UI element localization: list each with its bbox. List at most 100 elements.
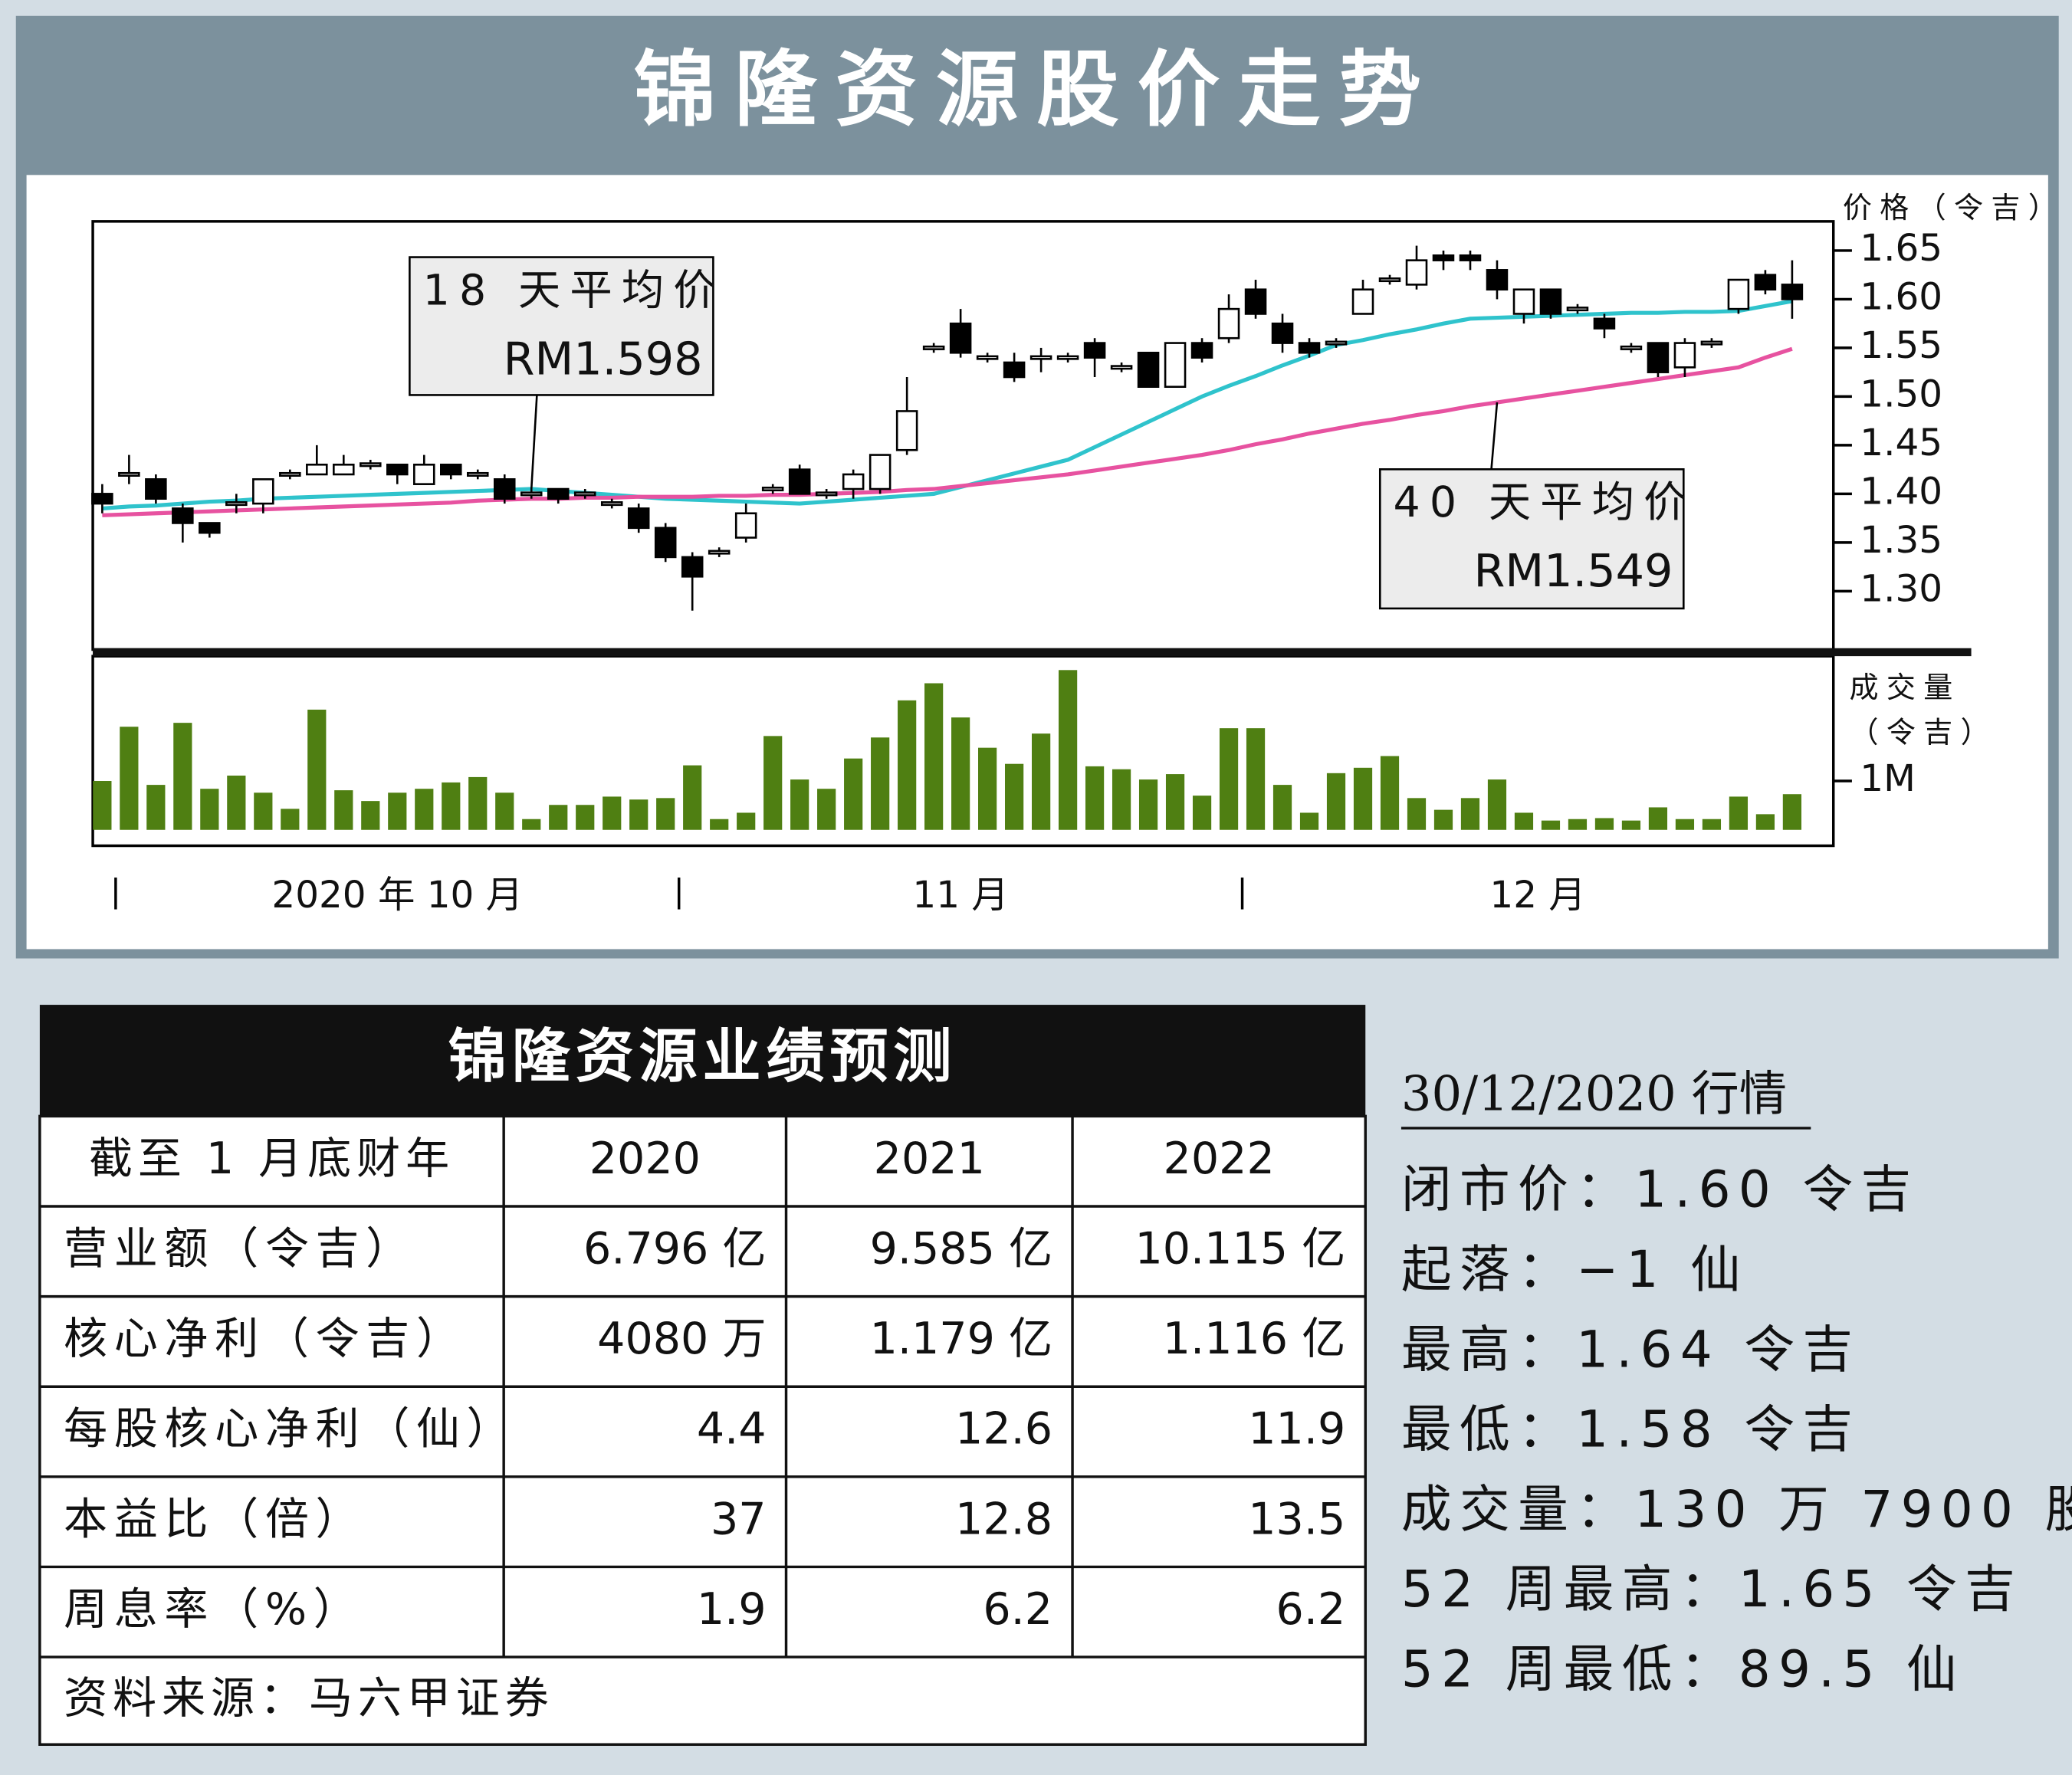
candle-body <box>520 491 543 497</box>
candle-body <box>440 463 462 476</box>
volume-bar <box>442 782 461 830</box>
candle-body <box>333 463 355 476</box>
candle-body <box>600 501 623 507</box>
candle-body <box>145 478 167 500</box>
volume-bar <box>1112 769 1131 830</box>
volume-bar <box>120 727 139 830</box>
y-axis-title: 成交量 <box>1849 671 1960 704</box>
y-tick-label: 1.35 <box>1860 519 1942 562</box>
volume-bar <box>924 683 944 830</box>
candle-body <box>1137 351 1160 389</box>
annotation-leader <box>530 395 538 490</box>
volume-bar <box>334 790 353 830</box>
volume-bar <box>1621 820 1641 830</box>
volume-bar <box>1272 785 1292 830</box>
volume-bar <box>549 805 568 830</box>
volume-bar <box>415 789 434 830</box>
market-item: 最高：1.64 令吉 <box>1401 1321 1861 1379</box>
annotation-name: 18 天平均价 <box>423 266 725 315</box>
market-item: 52 周最高：1.65 令吉 <box>1401 1560 2023 1619</box>
volume-bar <box>1353 767 1373 830</box>
candle-body <box>1700 340 1723 346</box>
candle-body <box>1432 254 1455 261</box>
volume-bar <box>146 785 166 830</box>
volume-bar <box>683 765 702 830</box>
volume-bar <box>307 709 327 830</box>
candle-body <box>573 491 596 497</box>
table-cell: 10.115 亿 <box>1135 1223 1345 1274</box>
candle-body <box>252 478 274 505</box>
table-cell: 1.179 亿 <box>870 1314 1053 1364</box>
y-tick-label: 1.50 <box>1860 372 1942 415</box>
table-cell: 12.6 <box>955 1404 1052 1455</box>
volume-bar <box>1005 763 1024 830</box>
volume-bar <box>1407 798 1427 830</box>
candle-body <box>1217 307 1240 340</box>
candle-body <box>1754 274 1777 291</box>
x-tick-label: 12 月 <box>1489 874 1585 917</box>
y-tick-label: 1.65 <box>1860 227 1942 270</box>
candle-body <box>1486 269 1509 291</box>
candle-body <box>1781 284 1804 300</box>
market-item: 闭市价：1.60 令吉 <box>1401 1161 1919 1219</box>
volume-bar <box>1702 819 1722 830</box>
candle-body <box>788 468 811 495</box>
table-header-cell: 2020 <box>589 1134 701 1184</box>
volume-bar <box>495 792 514 830</box>
candle-body <box>627 507 650 530</box>
annotation-value: RM1.598 <box>504 332 703 385</box>
candle-body <box>1378 277 1401 283</box>
x-tick-label: 11 月 <box>912 874 1008 917</box>
table-body <box>38 1114 1367 1746</box>
table-cell: 13.5 <box>1248 1494 1345 1544</box>
candle-body <box>1056 355 1079 360</box>
volume-bar <box>1165 774 1185 830</box>
table-cell: 6.2 <box>983 1584 1052 1635</box>
table-source: 资料来源：马六甲证券 <box>64 1673 554 1724</box>
volume-bar <box>281 809 300 830</box>
market-item: 52 周最低：89.5 仙 <box>1401 1641 1965 1699</box>
table-cell: 4.4 <box>697 1404 767 1455</box>
candle-body <box>1405 259 1428 286</box>
candle-body <box>493 478 516 500</box>
annotation-leader <box>1490 402 1499 470</box>
market-heading: 30/12/2020 行情 <box>1401 1065 1787 1121</box>
y-tick-label: 1.30 <box>1860 567 1942 610</box>
volume-bar <box>710 819 729 830</box>
volume-bar <box>1729 796 1749 830</box>
volume-bar <box>93 781 112 830</box>
volume-bar <box>603 796 622 830</box>
candle-body <box>869 454 892 491</box>
volume-bar <box>200 789 219 830</box>
market-item: 成交量：130 万 7900 股 <box>1401 1481 2072 1539</box>
candle-body <box>1459 254 1482 261</box>
table-cell: 9.585 亿 <box>870 1223 1053 1274</box>
volume-bar <box>1380 756 1400 830</box>
market-item: 最低：1.58 令吉 <box>1401 1401 1861 1459</box>
moving-average-line <box>102 346 1793 517</box>
candle-body <box>1673 342 1696 369</box>
volume-bar <box>763 736 783 830</box>
candle-body <box>1298 342 1321 354</box>
annotation-box <box>1378 468 1685 610</box>
volume-bar <box>951 717 970 830</box>
y-tick-label: 1.45 <box>1860 422 1942 464</box>
annotation-box <box>409 256 714 396</box>
table-cell: 6.2 <box>1276 1584 1346 1635</box>
volume-bar <box>227 775 246 830</box>
candle-body <box>306 463 328 476</box>
y-axis-title: 价格（令吉） <box>1843 191 2065 225</box>
table-cell: 37 <box>711 1494 767 1544</box>
candle-body <box>1164 342 1187 389</box>
volume-bar <box>1487 779 1507 830</box>
candle-body <box>815 491 838 497</box>
candle-body <box>734 512 757 539</box>
volume-bar <box>871 737 890 830</box>
volume-bar <box>629 799 649 830</box>
volume-bar <box>656 798 675 830</box>
volume-bar <box>1514 812 1534 830</box>
volume-bar <box>576 805 595 830</box>
table-cell: 4080 万 <box>597 1314 766 1364</box>
table-header-band <box>39 1005 1366 1117</box>
candle-body <box>91 493 113 505</box>
